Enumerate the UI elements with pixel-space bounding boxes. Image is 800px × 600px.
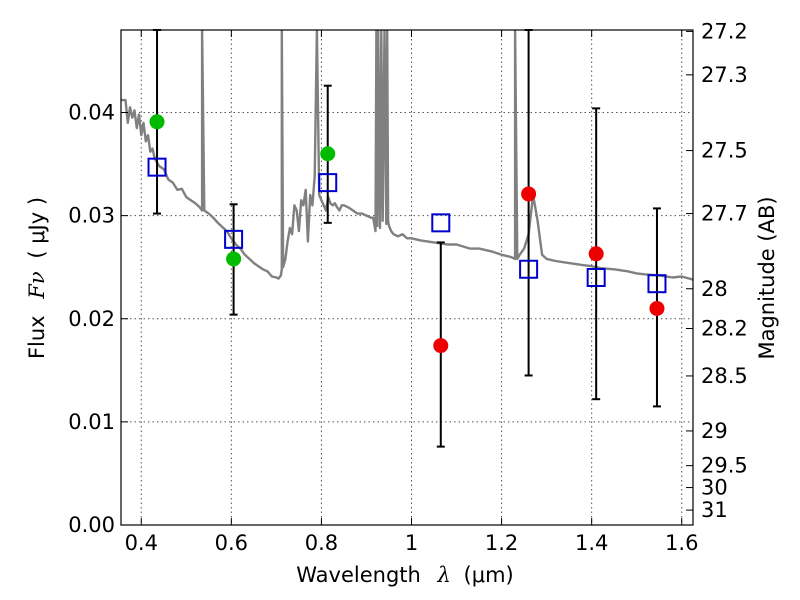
magnitude-tick-label: 27.3 (701, 63, 748, 87)
magnitude-tick-label: 27.2 (701, 19, 748, 43)
data-markers (147, 114, 667, 354)
y-axis-label-text: Flux (25, 315, 49, 359)
x-tick-label: 1.4 (575, 531, 608, 555)
data-point (226, 251, 242, 267)
magnitude-tick-label: 30 (701, 476, 728, 500)
y-axis-label: Flux Fν ( μJy ) (25, 197, 49, 359)
model-square (224, 229, 244, 249)
magnitude-tick-label: 29.5 (701, 454, 748, 478)
magnitude-tick-label: 28.5 (701, 364, 748, 388)
x-tick-label: 1.6 (665, 531, 698, 555)
x-axis-label-text: Wavelength (296, 563, 421, 587)
y-axis-ticks: 0.00 0.01 0.02 0.03 0.04 (68, 101, 128, 537)
x-tick-label: 0.6 (215, 531, 248, 555)
y-axis-label-unit: ( μJy ) (25, 197, 49, 259)
y-tick-label: 0.04 (68, 101, 115, 125)
magnitude-axis-label: Magnitude (AB) (755, 196, 779, 359)
plot-frame (120, 29, 694, 526)
data-point (521, 186, 537, 202)
template-spectrum-line (121, 30, 693, 281)
x-tick-label: 0.4 (125, 531, 158, 555)
magnitude-tick-label: 27.7 (701, 202, 748, 226)
magnitude-tick-label: 27.5 (701, 139, 748, 163)
grid (121, 30, 693, 526)
x-tick-label: 0.8 (305, 531, 338, 555)
magnitude-tick-label: 28.2 (701, 316, 748, 340)
x-axis-label-symbol: λ (437, 563, 451, 587)
data-point (149, 114, 165, 130)
data-point (433, 338, 449, 354)
data-point (320, 146, 336, 162)
model-square (147, 157, 167, 177)
y-tick-label: 0.02 (68, 307, 115, 331)
data-point (649, 300, 665, 316)
magnitude-tick-label: 28 (701, 277, 728, 301)
x-tick-label: 1.2 (485, 531, 518, 555)
template-spectrum (121, 30, 693, 281)
y-axis-label-symbol: Fν (25, 271, 49, 300)
x-axis-ticks: 0.4 0.6 0.8 1 1.2 1.4 1.6 (125, 30, 698, 555)
model-square (318, 173, 338, 193)
y-tick-label: 0.00 (68, 513, 115, 537)
magnitude-tick-label: 29 (701, 419, 728, 443)
x-axis-label-unit: (μm) (464, 563, 514, 587)
y-tick-label: 0.01 (68, 410, 115, 434)
model-square (586, 268, 606, 287)
model-square (519, 259, 539, 279)
x-axis-label: Wavelength λ (μm) (296, 563, 513, 587)
magnitude-tick-label: 31 (701, 498, 728, 522)
model-square (431, 213, 451, 233)
data-point (588, 246, 604, 262)
y-tick-label: 0.03 (68, 204, 115, 228)
model-square (647, 274, 667, 294)
x-tick-label: 1 (405, 531, 418, 555)
